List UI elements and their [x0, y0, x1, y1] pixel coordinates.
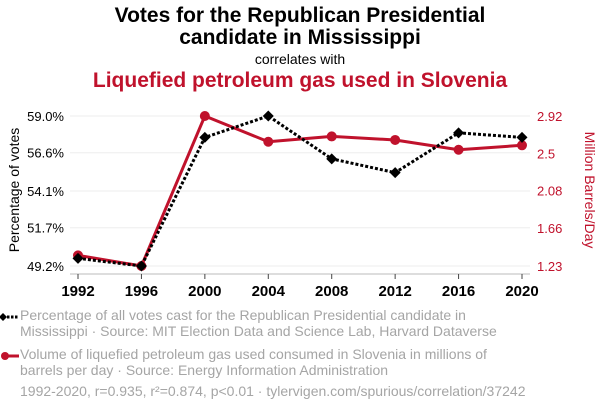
y-tick-label: 54.1% — [27, 184, 64, 199]
axes: 59.0% 56.6% 54.1% 51.7% 49.2% 2.92 2.5 2.08 1.66… — [27, 109, 562, 300]
chart-title: Votes for the Republican Presidential ca… — [0, 5, 600, 49]
x-tick-label: 2004 — [252, 283, 286, 300]
legend-votes-line-2: Mississippi · Source: MIT Election Data … — [20, 323, 497, 339]
x-tick-label: 1992 — [61, 283, 94, 300]
x-tick-label: 2000 — [188, 283, 221, 300]
x-tick-label: 2008 — [315, 283, 348, 300]
line-chart: 59.0% 56.6% 54.1% 51.7% 49.2% 2.92 2.5 2.08 1.66… — [6, 109, 598, 300]
series-votes-point — [135, 260, 147, 272]
series-lpg-point — [199, 111, 210, 121]
series-votes-line — [77, 114, 523, 268]
legend-lpg-line-2: barrels per day · Source: Energy Informa… — [20, 362, 389, 378]
footer-stats: 1992-2020, r=0.935, r²=0.874, p<0.01 · t… — [20, 383, 526, 399]
x-tick-label: 2016 — [442, 283, 475, 300]
series-votes-point — [516, 131, 528, 143]
y-tick-label: 56.6% — [27, 146, 64, 161]
series-votes-point — [72, 252, 84, 264]
legend-votes-line-1: Percentage of all votes cast for the Rep… — [20, 307, 466, 323]
x-tick-label: 2020 — [505, 283, 538, 300]
y2-axis-label: Million Barrels/Day — [582, 132, 598, 249]
series-votes-point — [326, 153, 338, 165]
legend-marker-dotted-diamond — [0, 313, 19, 321]
chart-title-secondary: Liquefied petroleum gas used in Slovenia — [92, 69, 508, 92]
chart-title-line-2: candidate in Mississippi — [179, 26, 421, 49]
y-tick-label: 59.0% — [27, 109, 64, 124]
y-tick-label: 49.2% — [27, 259, 64, 274]
series-votes-point — [453, 127, 465, 139]
series-lpg-point — [453, 144, 464, 155]
series-lpg-point — [326, 131, 337, 142]
y2-tick-label: 2.92 — [537, 109, 562, 124]
series-group — [72, 110, 528, 272]
x-tick-label: 1996 — [125, 283, 158, 300]
chart-title-line-1: Votes for the Republican Presidential — [114, 4, 486, 27]
y-axis-label: Percentage of votes — [6, 128, 22, 253]
x-tick-label: 2012 — [378, 283, 411, 300]
series-lpg-point — [517, 140, 527, 151]
y2-tick-label: 2.5 — [537, 146, 555, 161]
series-lpg-point — [263, 136, 274, 147]
series-votes-point — [199, 131, 211, 143]
legend-marker-solid-circle — [1, 352, 19, 360]
legend-lpg-line-1: Volume of liquefied petroleum gas used c… — [20, 346, 487, 362]
y2-tick-label: 1.66 — [537, 221, 562, 236]
series-lpg-point — [390, 134, 401, 145]
series-votes-point — [389, 167, 401, 179]
connector-text: correlates with — [254, 51, 346, 67]
series-lpg-line — [77, 114, 523, 268]
y2-tick-label: 1.23 — [537, 259, 562, 274]
series-votes-point — [262, 110, 274, 122]
y2-tick-label: 2.08 — [537, 184, 562, 199]
y-tick-label: 51.7% — [27, 221, 64, 236]
